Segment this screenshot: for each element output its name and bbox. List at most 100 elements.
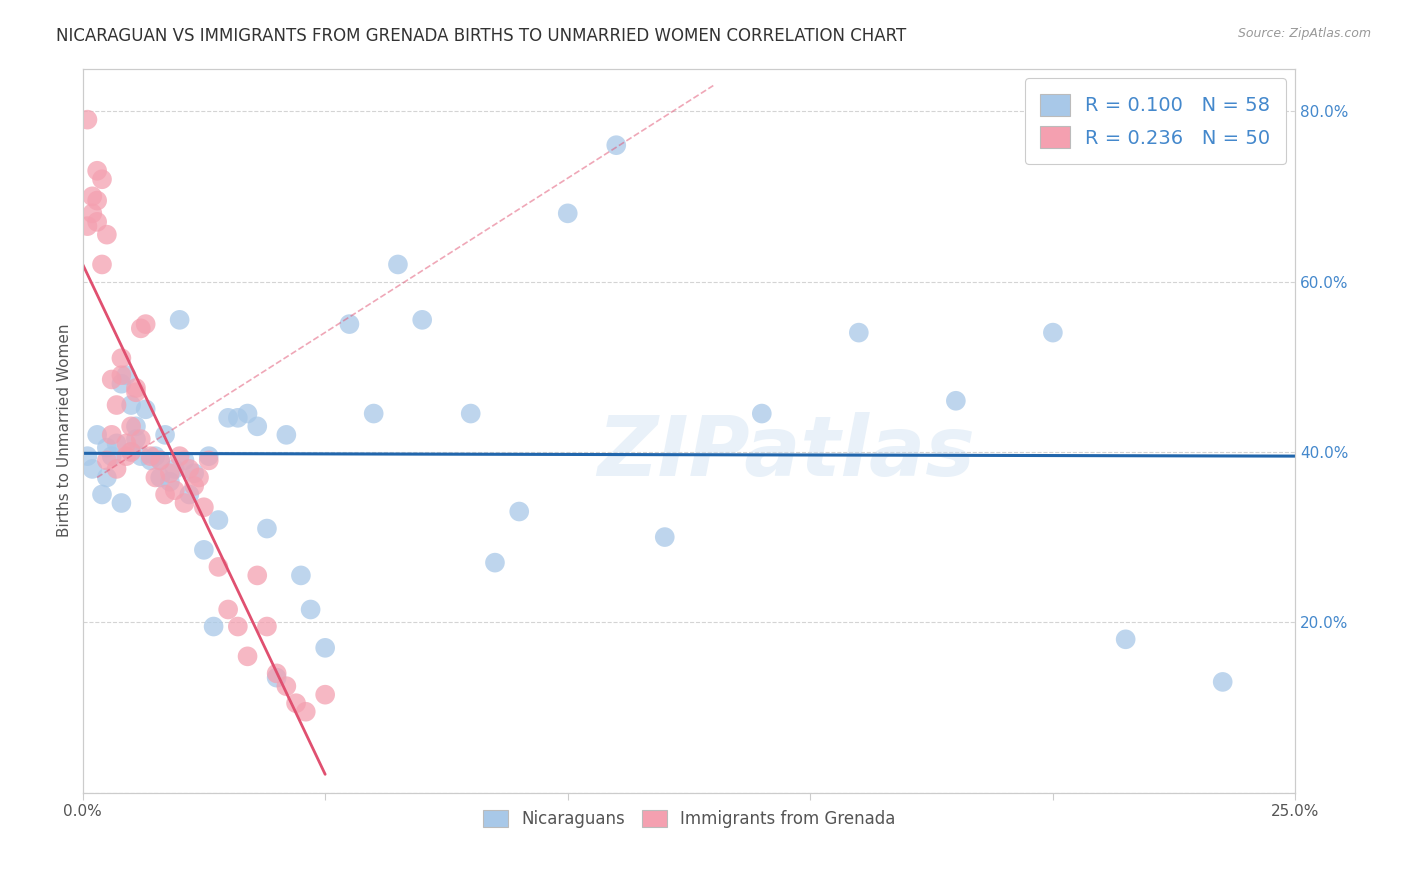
- Point: [173, 496, 195, 510]
- Point: [120, 419, 142, 434]
- Point: [125, 381, 148, 395]
- Point: [193, 500, 215, 515]
- Point: [96, 227, 118, 242]
- Point: [110, 351, 132, 366]
- Point: [256, 522, 278, 536]
- Point: [76, 219, 98, 234]
- Point: [120, 398, 142, 412]
- Point: [145, 470, 167, 484]
- Y-axis label: Births to Unmarried Women: Births to Unmarried Women: [58, 324, 72, 537]
- Point: [125, 385, 148, 400]
- Point: [149, 453, 172, 467]
- Point: [314, 640, 336, 655]
- Point: [110, 368, 132, 383]
- Point: [110, 376, 132, 391]
- Point: [163, 462, 186, 476]
- Point: [299, 602, 322, 616]
- Point: [135, 317, 157, 331]
- Point: [159, 466, 181, 480]
- Point: [91, 487, 114, 501]
- Point: [120, 445, 142, 459]
- Point: [139, 453, 162, 467]
- Point: [105, 398, 128, 412]
- Point: [266, 666, 288, 681]
- Point: [207, 513, 229, 527]
- Point: [202, 619, 225, 633]
- Point: [153, 487, 176, 501]
- Point: [82, 462, 104, 476]
- Point: [125, 432, 148, 446]
- Point: [339, 317, 361, 331]
- Point: [276, 427, 298, 442]
- Point: [115, 449, 138, 463]
- Point: [149, 470, 172, 484]
- Point: [96, 470, 118, 484]
- Point: [149, 453, 172, 467]
- Point: [82, 206, 104, 220]
- Point: [179, 487, 201, 501]
- Text: ZIPatlas: ZIPatlas: [598, 412, 974, 492]
- Point: [125, 419, 148, 434]
- Point: [76, 112, 98, 127]
- Point: [314, 688, 336, 702]
- Point: [96, 453, 118, 467]
- Point: [1115, 632, 1137, 647]
- Point: [193, 542, 215, 557]
- Point: [276, 679, 298, 693]
- Point: [163, 483, 186, 498]
- Point: [217, 410, 239, 425]
- Point: [1042, 326, 1064, 340]
- Point: [256, 619, 278, 633]
- Point: [290, 568, 312, 582]
- Point: [285, 696, 308, 710]
- Point: [159, 475, 181, 489]
- Point: [236, 407, 259, 421]
- Point: [1212, 674, 1234, 689]
- Point: [173, 453, 195, 467]
- Point: [266, 671, 288, 685]
- Point: [508, 504, 530, 518]
- Point: [100, 449, 122, 463]
- Point: [246, 568, 269, 582]
- Point: [236, 649, 259, 664]
- Point: [105, 436, 128, 450]
- Point: [120, 445, 142, 459]
- Point: [91, 172, 114, 186]
- Point: [654, 530, 676, 544]
- Point: [188, 470, 211, 484]
- Point: [387, 257, 409, 271]
- Point: [169, 449, 191, 463]
- Point: [115, 436, 138, 450]
- Point: [207, 560, 229, 574]
- Point: [86, 427, 108, 442]
- Point: [82, 189, 104, 203]
- Point: [945, 393, 967, 408]
- Point: [139, 449, 162, 463]
- Point: [183, 479, 205, 493]
- Point: [105, 462, 128, 476]
- Point: [460, 407, 482, 421]
- Point: [605, 138, 627, 153]
- Legend: Nicaraguans, Immigrants from Grenada: Nicaraguans, Immigrants from Grenada: [477, 804, 901, 835]
- Point: [246, 419, 269, 434]
- Point: [110, 496, 132, 510]
- Point: [226, 410, 249, 425]
- Point: [86, 215, 108, 229]
- Point: [363, 407, 385, 421]
- Point: [169, 313, 191, 327]
- Point: [76, 449, 98, 463]
- Point: [100, 372, 122, 386]
- Point: [848, 326, 870, 340]
- Point: [96, 441, 118, 455]
- Point: [86, 163, 108, 178]
- Point: [115, 368, 138, 383]
- Point: [129, 432, 152, 446]
- Point: [411, 313, 433, 327]
- Point: [183, 466, 205, 480]
- Point: [91, 257, 114, 271]
- Point: [135, 402, 157, 417]
- Point: [226, 619, 249, 633]
- Point: [145, 449, 167, 463]
- Point: [129, 449, 152, 463]
- Point: [484, 556, 506, 570]
